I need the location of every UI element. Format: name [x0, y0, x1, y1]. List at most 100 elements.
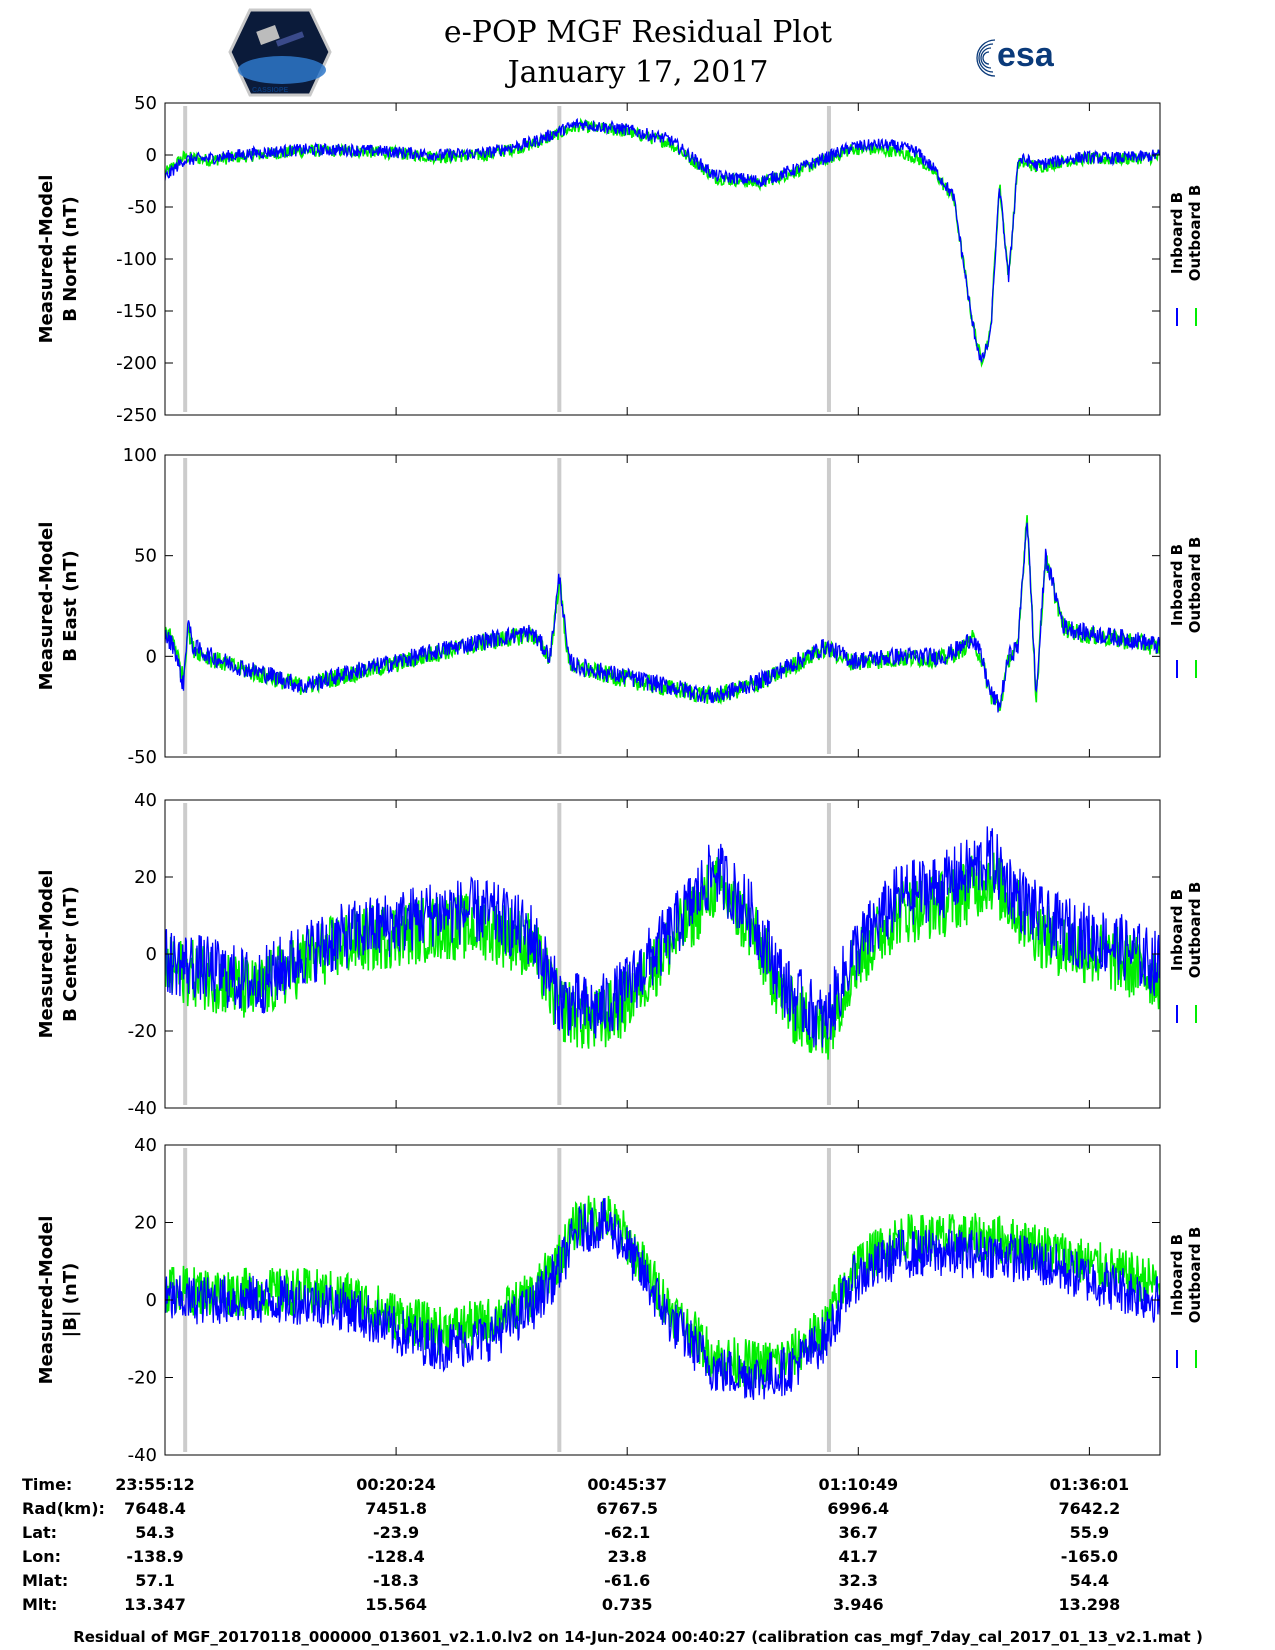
table-cell: 41.7	[839, 1547, 878, 1566]
legend: Inboard B Outboard B	[1168, 882, 1204, 1023]
table-cell: 00:45:37	[587, 1475, 667, 1494]
y-tick-label: 0	[146, 1290, 157, 1311]
legend-outboard-label: Outboard B	[1186, 1227, 1204, 1324]
table-cell: 7451.8	[365, 1499, 427, 1518]
table-cell: -61.6	[604, 1571, 650, 1590]
table-cell: -18.3	[373, 1571, 419, 1590]
table-cell: 57.1	[135, 1571, 174, 1590]
table-cell: 23.8	[607, 1547, 646, 1566]
footer-caption: Residual of MGF_20170118_000000_013601_v…	[73, 1628, 1203, 1646]
table-row-label: Mlat:	[22, 1571, 68, 1590]
plot-date: January 17, 2017	[505, 55, 769, 90]
legend-outboard-label: Outboard B	[1186, 185, 1204, 282]
y-tick-label: -250	[116, 405, 157, 426]
table-cell: 3.946	[833, 1595, 884, 1614]
table-row-label: Time:	[22, 1475, 72, 1494]
table-cell: 01:36:01	[1050, 1475, 1130, 1494]
table-cell: 6767.5	[596, 1499, 658, 1518]
y-axis-label-line2: B North (nT)	[60, 196, 81, 322]
table-cell: 6996.4	[827, 1499, 889, 1518]
y-tick-label: -50	[128, 747, 157, 768]
table-cell: -128.4	[367, 1547, 424, 1566]
table-cell: 54.3	[135, 1523, 174, 1542]
y-tick-label: -40	[128, 1445, 157, 1466]
y-tick-label: 0	[146, 145, 157, 166]
y-tick-label: -50	[128, 197, 157, 218]
y-axis-label-line2: B East (nT)	[60, 550, 81, 662]
outboard-series-line	[165, 117, 1160, 368]
y-tick-label: -150	[116, 301, 157, 322]
y-axis-label: Measured-Model |B| (nT)	[36, 1216, 81, 1385]
panel-4: 40 20 0 -20 -40 Measured-Model |B| (nT) Inboard…	[36, 1135, 1204, 1466]
y-axis-label-line1: Measured-Model	[36, 870, 57, 1039]
outboard-series-line	[165, 1195, 1160, 1390]
y-axis-label-line1: Measured-Model	[36, 1216, 57, 1385]
y-tick-label: -200	[116, 353, 157, 374]
y-tick-label: -20	[128, 1021, 157, 1042]
y-axis-label-line1: Measured-Model	[36, 522, 57, 691]
inboard-series-line	[165, 826, 1160, 1048]
y-axis-label-line2: |B| (nT)	[60, 1263, 81, 1338]
legend-outboard-label: Outboard B	[1186, 537, 1204, 634]
outboard-series-line	[165, 852, 1160, 1060]
table-row-label: Lon:	[22, 1547, 61, 1566]
legend: Inboard B Outboard B	[1168, 1227, 1204, 1368]
time-position-table: Time: Rad(km): Lat: Lon: Mlat: Mlt: 23:55:12 76…	[22, 1475, 1129, 1614]
legend-outboard-label: Outboard B	[1186, 882, 1204, 979]
y-tick-label: 50	[134, 546, 157, 567]
table-row-label: Mlt:	[22, 1595, 57, 1614]
y-tick-label: 20	[134, 1213, 157, 1234]
legend-inboard-label: Inboard B	[1168, 889, 1186, 971]
table-cell: -138.9	[126, 1547, 183, 1566]
legend-inboard-label: Inboard B	[1168, 1234, 1186, 1316]
y-tick-label: 20	[134, 867, 157, 888]
legend-inboard-label: Inboard B	[1168, 192, 1186, 274]
y-tick-label: 40	[134, 790, 157, 811]
table-cell: -23.9	[373, 1523, 419, 1542]
table-cell: -165.0	[1061, 1547, 1118, 1566]
y-tick-label: -100	[116, 249, 157, 270]
table-cell: 15.564	[365, 1595, 427, 1614]
esa-logo-text: esa	[997, 36, 1055, 74]
table-cell: 54.4	[1070, 1571, 1109, 1590]
panel-2: 100 50 0 -50 Measured-Model B East (nT) Inboar…	[36, 445, 1204, 768]
inboard-series-line	[165, 1197, 1160, 1400]
y-axis-label: Measured-Model B East (nT)	[36, 522, 81, 691]
cassiope-satellite-logo: CASSIOPE	[228, 8, 332, 97]
table-cell: 23:55:12	[115, 1475, 195, 1494]
legend-inboard-label: Inboard B	[1168, 544, 1186, 626]
y-tick-label: 50	[134, 93, 157, 114]
table-row-label: Rad(km):	[22, 1499, 105, 1518]
y-tick-label: 40	[134, 1135, 157, 1156]
table-cell: 7642.2	[1059, 1499, 1121, 1518]
table-cell: 0.735	[602, 1595, 653, 1614]
panel-1: 50 0 -50 -100 -150 -200 -250 Measured-Model B No…	[36, 93, 1204, 426]
inboard-series-line	[165, 522, 1160, 713]
cassiope-logo-text: CASSIOPE	[252, 87, 289, 94]
inboard-series-line	[165, 117, 1160, 363]
table-cell: 13.347	[124, 1595, 186, 1614]
table-cell: 36.7	[839, 1523, 878, 1542]
table-cell: -62.1	[604, 1523, 650, 1542]
esa-logo: esa	[976, 36, 1055, 77]
y-tick-label: 0	[146, 944, 157, 965]
y-axis-label-line1: Measured-Model	[36, 175, 57, 344]
table-cell: 7648.4	[124, 1499, 186, 1518]
axes-frame	[164, 454, 1161, 758]
y-axis-label: Measured-Model B Center (nT)	[36, 870, 81, 1039]
legend: Inboard B Outboard B	[1168, 185, 1204, 326]
panel-3: 40 20 0 -20 -40 Measured-Model B Center (nT) In…	[36, 790, 1204, 1119]
table-cell: 00:20:24	[356, 1475, 436, 1494]
table-cell: 32.3	[839, 1571, 878, 1590]
table-cell: 55.9	[1070, 1523, 1109, 1542]
y-tick-label: -20	[128, 1368, 157, 1389]
table-cell: 01:10:49	[818, 1475, 898, 1494]
y-tick-label: 0	[146, 646, 157, 667]
legend: Inboard B Outboard B	[1168, 537, 1204, 678]
table-row-label: Lat:	[22, 1523, 57, 1542]
table-cell: 13.298	[1059, 1595, 1121, 1614]
y-tick-label: 100	[123, 445, 157, 466]
y-axis-label-line2: B Center (nT)	[60, 886, 81, 1022]
